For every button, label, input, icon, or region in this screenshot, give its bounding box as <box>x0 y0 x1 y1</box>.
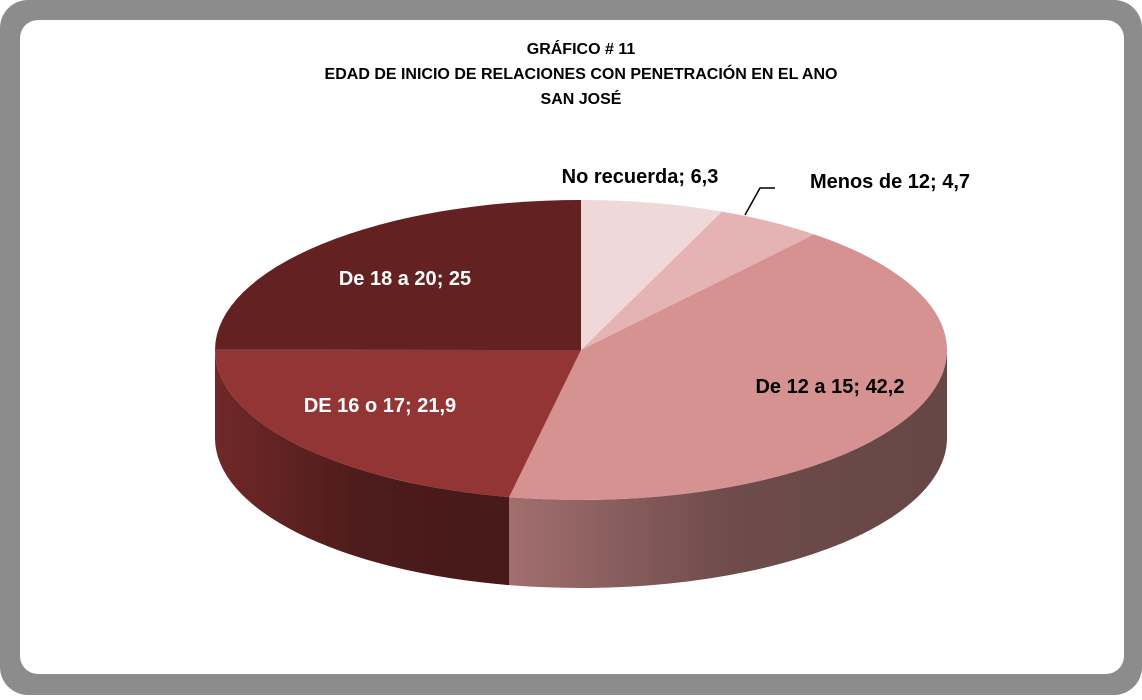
value-label: 6,3 <box>691 166 719 188</box>
data-label: De 18 a 20; 25 <box>339 268 471 290</box>
leader-line <box>744 187 775 216</box>
labels: No recuerda; 6,3 Menos de 12; 4,7 De 12 a … <box>304 166 970 417</box>
value-label: 4,7 <box>942 171 970 193</box>
category-label: No recuerda <box>562 166 680 188</box>
data-label: Menos de 12; 4,7 <box>810 171 970 193</box>
category-label: Menos de 12 <box>810 171 930 193</box>
chart-title: GRÁFICO # 11 <box>527 39 636 58</box>
slice <box>581 200 722 350</box>
data-label: No recuerda; 6,3 <box>562 166 719 188</box>
slice-side-shade <box>215 350 510 586</box>
data-label: DE 16 o 17; 21,9 <box>304 395 456 417</box>
slice <box>215 200 581 350</box>
category-label: De 18 a 20 <box>339 268 437 290</box>
chart-title: EDAD DE INICIO DE RELACIONES CON PENETRA… <box>325 64 838 83</box>
chart-title: SAN JOSÉ <box>541 89 622 108</box>
slice <box>581 211 815 350</box>
value-label: 25 <box>449 268 471 290</box>
slice <box>509 234 947 501</box>
category-label: De 12 a 15 <box>755 376 853 398</box>
slice <box>215 349 581 498</box>
slice-side-shade <box>509 350 947 588</box>
value-label: 42,2 <box>866 376 905 398</box>
title: GRÁFICO # 11 EDAD DE INICIO DE RELACIONES… <box>325 39 838 108</box>
label-separator: ; <box>405 395 417 417</box>
label-separator: ; <box>853 376 865 398</box>
category-label: DE 16 o 17 <box>304 395 405 417</box>
value-label: 21,9 <box>417 395 456 417</box>
label-separator: ; <box>930 171 942 193</box>
data-label: De 12 a 15; 42,2 <box>755 376 904 398</box>
label-separator: ; <box>678 166 690 188</box>
pie-sides <box>215 350 947 588</box>
label-separator: ; <box>437 268 449 290</box>
pie-tops <box>215 200 947 501</box>
